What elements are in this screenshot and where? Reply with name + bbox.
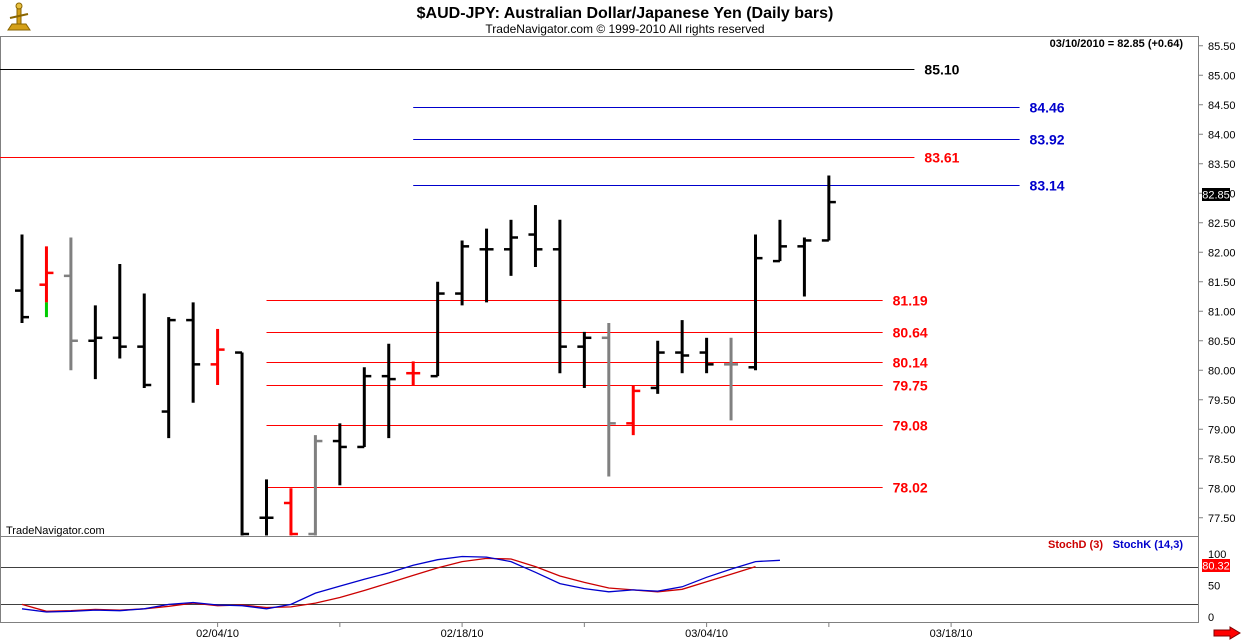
price-bar <box>650 340 665 394</box>
price-axis-label: 85.50 <box>1208 41 1236 53</box>
price-axis-label: 79.50 <box>1208 395 1236 407</box>
stochastic-panel <box>0 536 1199 623</box>
price-bar <box>748 234 763 371</box>
level-label-79.75: 79.75 <box>893 378 928 394</box>
price-bar <box>430 281 445 378</box>
watermark-label: TradeNavigator.com <box>6 525 105 537</box>
price-bar <box>210 328 225 385</box>
price-axis-label: 82.50 <box>1208 218 1236 230</box>
stoch-value-tag <box>1202 559 1230 572</box>
level-label-81.19: 81.19 <box>893 293 928 309</box>
legend-stochk: StochK (14,3) <box>1113 539 1184 551</box>
last-price-tag <box>1202 188 1230 201</box>
price-axis: 85.5085.0084.5084.0083.5083.0082.5082.00… <box>1198 41 1236 525</box>
price-axis-label: 80.50 <box>1208 336 1236 348</box>
price-bar <box>504 219 518 276</box>
stoch-axis-label: 100 <box>1208 549 1226 561</box>
price-bar <box>675 320 690 374</box>
stoch-axis-label: 50 <box>1208 581 1220 593</box>
price-axis-label: 83.50 <box>1208 159 1236 171</box>
price-bar <box>626 385 641 436</box>
price-bar <box>332 423 347 486</box>
price-bar <box>479 228 494 303</box>
price-axis-label: 81.50 <box>1208 277 1236 289</box>
price-bar <box>308 435 323 536</box>
last-price-tag-label: 82.85 <box>1202 190 1230 202</box>
price-bar <box>601 323 616 477</box>
price-axis-label: 79.00 <box>1208 424 1236 436</box>
price-bar <box>577 331 592 388</box>
price-bar <box>259 479 274 536</box>
level-label-83.61: 83.61 <box>924 150 959 166</box>
copyright-line: TradeNavigator.com © 1999-2010 All right… <box>485 22 764 36</box>
date-axis: 02/04/10 02/18/10 03/04/10 03/18/10 <box>196 622 973 640</box>
date-axis-label: 02/04/10 <box>196 628 239 640</box>
price-bar <box>112 264 127 359</box>
level-label-78.02: 78.02 <box>893 480 928 496</box>
price-axis-label: 84.00 <box>1208 129 1236 141</box>
level-label-83.92: 83.92 <box>1030 132 1065 148</box>
scroll-right-button[interactable] <box>1211 626 1241 640</box>
date-axis-label: 03/18/10 <box>930 628 973 640</box>
price-axis-label: 78.50 <box>1208 454 1236 466</box>
price-bar <box>528 205 543 267</box>
level-label-80.64: 80.64 <box>893 325 928 341</box>
level-label-84.46: 84.46 <box>1030 100 1065 116</box>
last-value-readout: 03/10/2010 = 82.85 (+0.64) <box>1050 38 1184 50</box>
legend-stochd: StochD (3) <box>1048 539 1103 551</box>
arrow-right-icon[interactable] <box>1213 626 1241 640</box>
price-bar <box>797 237 812 297</box>
level-label-79.08: 79.08 <box>893 418 928 434</box>
price-axis-label: 84.50 <box>1208 100 1236 112</box>
chart-title: $AUD-JPY: Australian Dollar/Japanese Yen… <box>417 5 834 22</box>
price-axis-label: 82.00 <box>1208 247 1236 259</box>
level-lines: 85.10 84.46 83.92 83.61 83.14 81.19 80.64 80.14… <box>0 62 1065 496</box>
price-panel <box>0 36 1199 537</box>
level-label-85.10: 85.10 <box>924 62 959 78</box>
navigator-logo-icon[interactable] <box>7 2 31 31</box>
price-bar <box>772 219 787 263</box>
price-axis-label: 78.00 <box>1208 483 1236 495</box>
price-axis-label: 81.00 <box>1208 306 1236 318</box>
price-bar <box>357 367 372 449</box>
price-bar <box>455 240 470 306</box>
price-bar <box>15 234 29 324</box>
price-bar <box>137 293 152 388</box>
price-bar <box>406 361 421 385</box>
price-bar <box>63 237 78 371</box>
stoch-value-tag-label: 80.32 <box>1202 561 1230 573</box>
price-axis-label: 80.00 <box>1208 365 1236 377</box>
price-bar <box>552 219 567 374</box>
price-axis-label: 85.00 <box>1208 70 1236 82</box>
price-axis-label: 77.50 <box>1208 513 1236 525</box>
price-bar <box>39 246 54 318</box>
stochastic-axis: 100 50 0 <box>1208 549 1226 624</box>
price-bar <box>381 343 396 439</box>
date-axis-label: 03/04/10 <box>685 628 728 640</box>
stochk-line <box>21 555 780 613</box>
price-bar <box>699 337 714 374</box>
price-bar <box>283 488 298 536</box>
price-bar <box>724 337 739 421</box>
level-label-83.14: 83.14 <box>1030 178 1065 194</box>
price-bar <box>821 175 836 242</box>
stoch-axis-label: 0 <box>1208 612 1214 624</box>
price-bar <box>161 317 176 439</box>
price-bar <box>235 351 250 536</box>
price-bar <box>88 305 103 380</box>
price-bars <box>15 175 836 536</box>
level-label-80.14: 80.14 <box>893 355 928 371</box>
price-bar <box>186 302 201 403</box>
stochastic-lines <box>1 555 1198 613</box>
date-axis-label: 02/18/10 <box>441 628 484 640</box>
